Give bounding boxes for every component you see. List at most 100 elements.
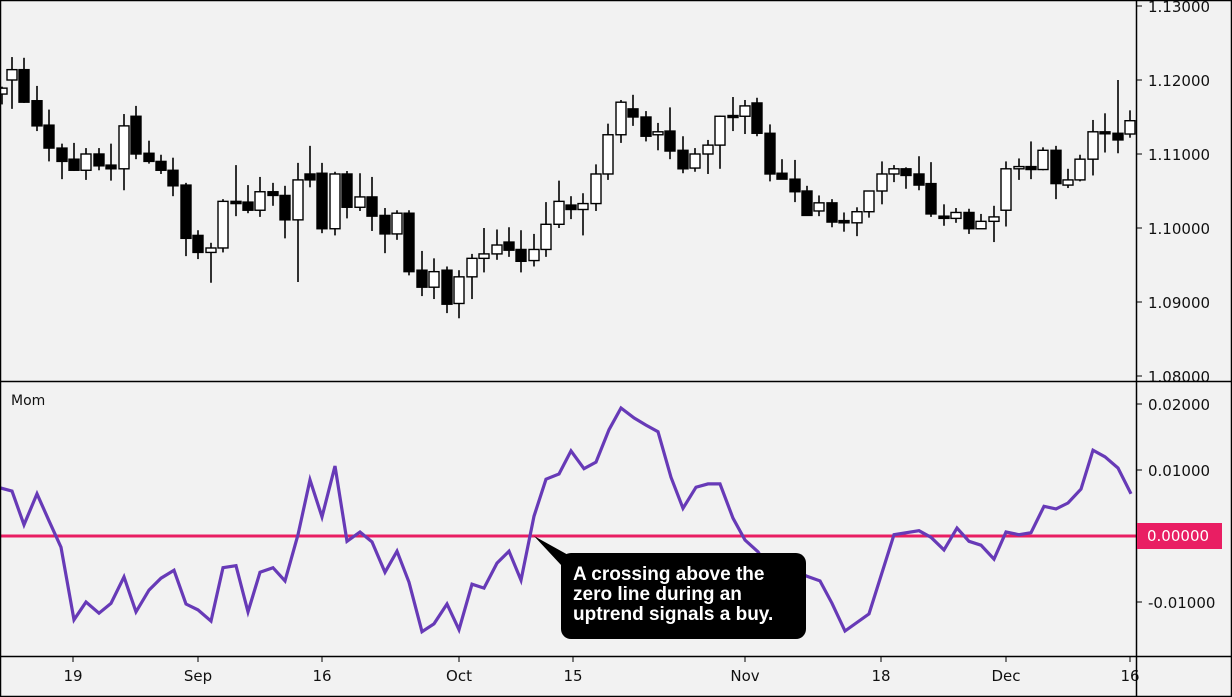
candle	[279, 185, 291, 239]
candle	[466, 253, 478, 300]
momentum-tick-label: 0.01000	[1148, 462, 1210, 480]
x-tick-label: Nov	[730, 667, 759, 685]
candle	[950, 208, 962, 223]
candle	[93, 148, 105, 171]
candle	[1112, 80, 1124, 154]
candle	[105, 143, 117, 181]
candle	[913, 156, 925, 191]
candle	[565, 196, 577, 220]
candle	[304, 145, 316, 188]
annotation-text: A crossing above the zero line during an…	[573, 564, 774, 625]
price-tick-label: 1.11000	[1148, 146, 1210, 164]
candle	[68, 142, 80, 172]
x-tick-label: Oct	[446, 667, 472, 685]
candle	[677, 136, 689, 174]
candle	[292, 162, 304, 283]
candle	[491, 229, 503, 260]
candle	[528, 233, 540, 267]
x-tick-label: Sep	[184, 667, 212, 685]
candle	[813, 195, 825, 217]
candle	[714, 115, 726, 169]
candle	[354, 173, 366, 211]
candle	[1087, 119, 1099, 176]
candle	[0, 86, 8, 105]
candle	[925, 162, 937, 217]
candle	[80, 148, 92, 180]
candle	[453, 270, 465, 319]
price-tick-label: 1.08000	[1148, 368, 1210, 386]
candle	[230, 165, 242, 217]
candle	[751, 97, 763, 137]
candle	[640, 111, 652, 142]
candle	[602, 123, 614, 180]
candle	[900, 167, 912, 189]
candle	[1124, 110, 1136, 138]
zero-line-badge: 0.00000	[1137, 523, 1222, 549]
candle	[963, 208, 975, 234]
price-tick-label: 1.12000	[1148, 72, 1210, 90]
candle	[689, 148, 701, 172]
candle	[739, 99, 751, 135]
candle	[43, 109, 55, 162]
candle	[205, 242, 217, 283]
candle	[776, 159, 788, 180]
candle	[938, 204, 950, 226]
candle	[503, 227, 515, 257]
candle	[1000, 161, 1012, 227]
candle	[254, 176, 266, 217]
candle	[1050, 145, 1062, 200]
candle	[590, 164, 602, 211]
candle	[577, 193, 589, 236]
candle	[1062, 168, 1074, 189]
candle	[863, 190, 875, 218]
candle	[789, 159, 801, 203]
candle	[379, 208, 391, 254]
momentum-tick-label: -0.01000	[1148, 594, 1215, 612]
momentum-tick-label: 0.02000	[1148, 396, 1210, 414]
candle	[540, 202, 552, 257]
momentum-title: Mom	[11, 393, 46, 409]
candle	[652, 122, 664, 151]
candle	[664, 107, 676, 160]
candle	[553, 180, 565, 228]
candle	[242, 185, 254, 214]
candle	[888, 165, 900, 183]
candle	[180, 182, 192, 257]
price-tick-label: 1.13000	[1148, 0, 1210, 16]
candle	[341, 171, 353, 219]
candle	[416, 250, 428, 297]
candle	[18, 57, 30, 103]
candle	[851, 207, 863, 237]
candle	[876, 161, 888, 205]
x-tick-label: Dec	[991, 667, 1020, 685]
annotation-callout	[561, 553, 806, 639]
candle	[838, 212, 850, 232]
candle	[316, 162, 328, 234]
momentum-pane	[0, 405, 1136, 635]
candle	[192, 230, 204, 260]
candle	[56, 143, 68, 180]
candle	[155, 154, 167, 174]
candle	[478, 228, 490, 273]
candle	[727, 97, 739, 132]
price-tick-label: 1.09000	[1148, 294, 1210, 312]
x-tick-label: 19	[63, 667, 82, 685]
x-tick-label: 18	[871, 667, 890, 685]
candle	[627, 94, 639, 126]
candle	[267, 182, 279, 206]
candle	[428, 258, 440, 300]
candle	[1013, 158, 1025, 180]
candle	[702, 139, 714, 174]
candle	[801, 185, 813, 217]
candle	[515, 230, 527, 273]
price-tick-label: 1.10000	[1148, 220, 1210, 238]
candle	[1099, 113, 1111, 153]
candle	[130, 105, 142, 160]
candle	[1074, 154, 1086, 182]
candle	[391, 210, 403, 240]
candle	[988, 205, 1000, 243]
candle	[1025, 141, 1037, 180]
candle	[217, 199, 229, 253]
momentum-line	[0, 405, 1133, 635]
candle	[118, 114, 130, 191]
